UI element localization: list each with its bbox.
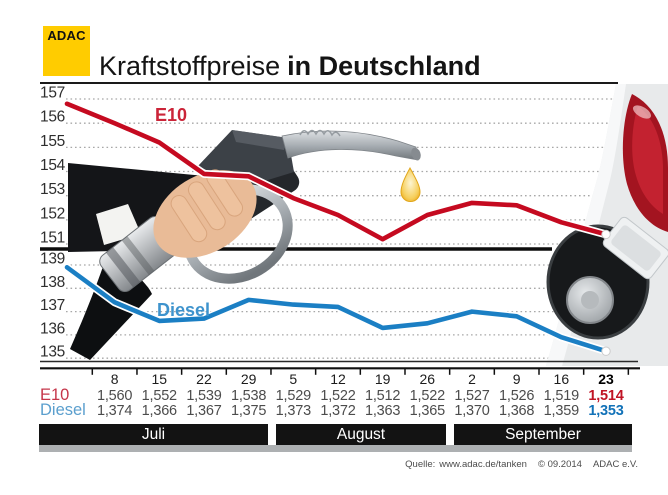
ytick-top-153: 153 (40, 181, 65, 198)
diesel-value: 1,365 (409, 403, 445, 419)
e10-value: 1,522 (320, 388, 356, 404)
diesel-value: 1,366 (141, 403, 177, 419)
adac-logo: ADAC (43, 26, 90, 76)
ytick-bottom-136: 136 (40, 320, 65, 337)
diesel-value: 1,368 (499, 403, 535, 419)
ytick-top-157: 157 (40, 85, 65, 102)
e10-line-label: E10 (155, 105, 187, 125)
date-label: 2 (468, 371, 476, 387)
diesel-line-label: Diesel (157, 300, 210, 320)
month-bar-shadow (39, 445, 632, 452)
date-label: 23 (598, 371, 614, 387)
ytick-top-155: 155 (40, 133, 65, 150)
e10-value: 1,539 (186, 388, 222, 404)
fuel-drop-icon (400, 166, 421, 202)
date-label: 5 (289, 371, 298, 387)
diesel-value: 1,374 (96, 403, 133, 419)
diesel-value: 1,359 (543, 403, 579, 419)
e10-value: 1,552 (141, 388, 177, 404)
title-underline (40, 82, 618, 84)
ytick-bottom-139: 139 (40, 251, 65, 268)
diesel-line-end-dot (601, 346, 611, 356)
car-fuel-door-photo (546, 84, 668, 366)
date-label: 12 (330, 371, 346, 387)
diesel-value: 1,367 (186, 403, 222, 419)
source-line: Quelle: www.adac.de/tanken © 09.2014 ADAC e… (405, 459, 638, 470)
diesel-value: 1,370 (454, 403, 490, 419)
e10-value: 1,522 (409, 388, 445, 404)
ytick-top-154: 154 (40, 157, 66, 174)
date-label: 16 (553, 371, 570, 387)
ytick-top-156: 156 (40, 109, 65, 126)
fuel-nozzle-photo (68, 129, 421, 360)
e10-line-end-dot (601, 229, 611, 240)
ytick-top-151: 151 (40, 230, 65, 247)
date-label: 8 (110, 371, 119, 387)
e10-value: 1,538 (230, 388, 267, 404)
ytick-bottom-138: 138 (40, 274, 65, 291)
diesel-value: 1,363 (364, 403, 401, 419)
diesel-value: 1,372 (320, 403, 356, 419)
e10-value: 1,526 (499, 388, 535, 404)
month-bar-september: September (454, 424, 632, 445)
e10-value: 1,527 (454, 388, 490, 404)
date-label: 26 (419, 371, 436, 387)
page-title: Kraftstoffpreise in Deutschland (99, 51, 481, 82)
date-label: 29 (240, 371, 257, 387)
e10-value: 1,560 (96, 388, 133, 404)
diesel-price-line (64, 264, 609, 354)
table-row-label-diesel: Diesel (40, 401, 86, 419)
org-name: ADAC e.V. (592, 459, 638, 470)
e10-price-line (64, 101, 609, 242)
diesel-value: 1,353 (588, 403, 624, 419)
date-label: 15 (151, 371, 168, 387)
date-label: 22 (196, 371, 212, 387)
table-row-label-e10: E10 (40, 386, 70, 404)
diesel-value: 1,373 (275, 403, 311, 419)
adac-logo-text: ADAC (47, 28, 86, 43)
diesel-value: 1,375 (230, 403, 267, 419)
ytick-top-152: 152 (40, 205, 65, 222)
title-bold: in Deutschland (287, 51, 481, 81)
ytick-bottom-137: 137 (40, 297, 65, 314)
copyright: © 09.2014 (537, 459, 582, 470)
date-label: 19 (374, 371, 391, 387)
date-label: 9 (512, 371, 521, 387)
month-bar-august: August (276, 424, 446, 445)
source-label: Quelle: (405, 459, 436, 470)
e10-value: 1,512 (364, 388, 401, 404)
e10-value: 1,529 (275, 388, 311, 404)
month-bar-juli: Juli (39, 424, 268, 445)
source-url: www.adac.de/tanken (439, 459, 527, 470)
e10-value: 1,519 (543, 388, 579, 404)
e10-value: 1,514 (588, 388, 624, 404)
ytick-bottom-135: 135 (40, 344, 65, 361)
title-regular: Kraftstoffpreise (99, 51, 281, 81)
